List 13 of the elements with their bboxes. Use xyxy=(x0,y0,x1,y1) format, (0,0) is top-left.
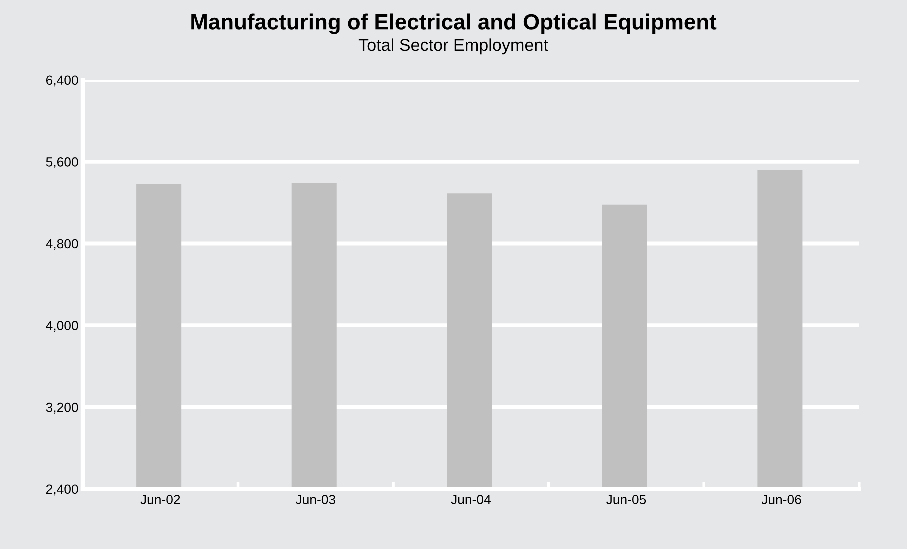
y-tick-label: 4,000 xyxy=(46,321,78,332)
x-tick-label: Jun-04 xyxy=(451,495,491,504)
y-tick-label: 4,800 xyxy=(46,239,78,250)
x-tick-label: Jun-02 xyxy=(140,495,180,504)
x-tick-label: Jun-05 xyxy=(606,495,646,504)
y-tick-label: 2,400 xyxy=(46,484,78,496)
y-tick-label: 6,400 xyxy=(46,76,78,87)
y-tick-label: 5,600 xyxy=(46,158,78,168)
y-tick-label: 3,200 xyxy=(46,402,78,414)
x-tick-label: Jun-03 xyxy=(296,495,336,504)
chart-title: Manufacturing of Electrical and Optical Equipment xyxy=(192,14,717,34)
x-tick-label: Jun-06 xyxy=(762,495,802,504)
chart-subtitle: Total Sector Employment xyxy=(358,38,548,55)
